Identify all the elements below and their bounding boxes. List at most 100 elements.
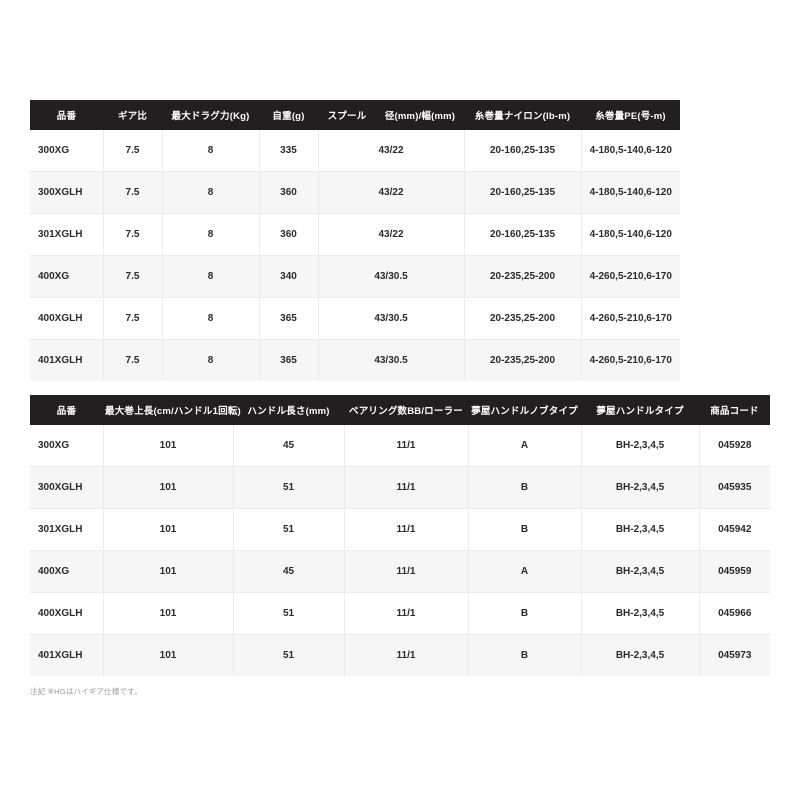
- cell-bearing-count: 11/1: [344, 592, 469, 635]
- column-header-bearing-count: ベアリング数BB/ローラー: [344, 395, 468, 425]
- cell-bearing-count: 11/1: [344, 508, 469, 551]
- cell-weight: 365: [259, 339, 319, 381]
- cell-bearing-count: 11/1: [344, 550, 469, 593]
- cell-product-code: 045942: [699, 508, 770, 551]
- cell-weight: 360: [259, 171, 319, 214]
- cell-max-drag: 8: [162, 297, 260, 340]
- reel-specification-table-secondary: 品番 最大巻上長(cm/ハンドル1回転) ハンドル長さ(mm) ベアリング数BB…: [30, 395, 770, 676]
- footnote-text: 注記 ※HGはハイギア仕様です。: [30, 687, 142, 696]
- table-two-header-row: 品番 最大巻上長(cm/ハンドル1回転) ハンドル長さ(mm) ベアリング数BB…: [30, 395, 770, 425]
- cell-max-drag: 8: [162, 213, 260, 256]
- cell-gear-ratio: 7.5: [103, 297, 163, 340]
- cell-knob-type: B: [468, 592, 582, 635]
- cell-max-retrieve: 101: [103, 634, 234, 676]
- table-row: 300XG 101 45 11/1 A BH-2,3,4,5 045928: [30, 425, 770, 467]
- table-row: 300XG 7.5 8 335 43/22 20-160,25-135 4-18…: [30, 130, 680, 172]
- cell-spool-diameter-width: 43/22: [318, 213, 465, 256]
- cell-gear-ratio: 7.5: [103, 339, 163, 381]
- cell-product-code: 045928: [699, 425, 770, 467]
- cell-max-drag: 8: [162, 130, 260, 172]
- cell-spool-diameter-width: 43/22: [318, 130, 465, 172]
- cell-handle-length: 45: [233, 550, 345, 593]
- cell-knob-type: B: [468, 634, 582, 676]
- column-header-nylon-capacity: 糸巻量ナイロン(lb-m): [464, 100, 581, 130]
- cell-max-drag: 8: [162, 171, 260, 214]
- reel-specification-table-primary: 品番 ギア比 最大ドラグ力(Kg) 自重(g) スプール 径(mm)/幅(mm)…: [30, 100, 680, 381]
- column-header-spool: スプール: [318, 100, 376, 130]
- table-row: 300XGLH 7.5 8 360 43/22 20-160,25-135 4-…: [30, 171, 680, 214]
- cell-max-retrieve: 101: [103, 425, 234, 467]
- column-header-product-code: 商品コード: [699, 395, 770, 425]
- column-header-yumeya-handle-type: 夢屋ハンドルタイプ: [581, 395, 699, 425]
- cell-handle-length: 51: [233, 634, 345, 676]
- cell-handle-type: BH-2,3,4,5: [581, 508, 700, 551]
- cell-weight: 360: [259, 213, 319, 256]
- cell-knob-type: A: [468, 425, 582, 467]
- cell-model: 300XG: [30, 425, 104, 467]
- cell-pe-capacity: 4-260,5-210,6-170: [581, 297, 680, 340]
- cell-weight: 335: [259, 130, 319, 172]
- cell-knob-type: B: [468, 508, 582, 551]
- cell-handle-length: 51: [233, 508, 345, 551]
- cell-spool-diameter-width: 43/22: [318, 171, 465, 214]
- cell-handle-type: BH-2,3,4,5: [581, 466, 700, 509]
- cell-product-code: 045966: [699, 592, 770, 635]
- table-row: 301XGLH 7.5 8 360 43/22 20-160,25-135 4-…: [30, 213, 680, 256]
- cell-spool-diameter-width: 43/30.5: [318, 339, 465, 381]
- cell-nylon-capacity: 20-160,25-135: [464, 130, 582, 172]
- cell-model: 400XG: [30, 255, 104, 298]
- cell-max-retrieve: 101: [103, 592, 234, 635]
- table-row: 400XG 7.5 8 340 43/30.5 20-235,25-200 4-…: [30, 255, 680, 298]
- cell-pe-capacity: 4-180,5-140,6-120: [581, 171, 680, 214]
- table-two-body: 300XG 101 45 11/1 A BH-2,3,4,5 045928 30…: [30, 425, 770, 676]
- cell-bearing-count: 11/1: [344, 634, 469, 676]
- cell-pe-capacity: 4-260,5-210,6-170: [581, 339, 680, 381]
- cell-model: 400XG: [30, 550, 104, 593]
- column-header-max-drag: 最大ドラグ力(Kg): [162, 100, 259, 130]
- cell-nylon-capacity: 20-235,25-200: [464, 255, 582, 298]
- cell-handle-length: 51: [233, 592, 345, 635]
- cell-model: 301XGLH: [30, 508, 104, 551]
- cell-max-retrieve: 101: [103, 466, 234, 509]
- cell-weight: 340: [259, 255, 319, 298]
- table-one-header: 品番 ギア比 最大ドラグ力(Kg) 自重(g) スプール 径(mm)/幅(mm)…: [30, 100, 680, 130]
- table-row: 400XG 101 45 11/1 A BH-2,3,4,5 045959: [30, 550, 770, 593]
- table-row: 400XGLH 7.5 8 365 43/30.5 20-235,25-200 …: [30, 297, 680, 340]
- cell-bearing-count: 11/1: [344, 466, 469, 509]
- column-header-weight: 自重(g): [259, 100, 318, 130]
- cell-spool-diameter-width: 43/30.5: [318, 255, 465, 298]
- column-header-handle-length: ハンドル長さ(mm): [233, 395, 344, 425]
- cell-max-retrieve: 101: [103, 508, 234, 551]
- column-header-gear-ratio: ギア比: [103, 100, 162, 130]
- cell-knob-type: B: [468, 466, 582, 509]
- cell-nylon-capacity: 20-235,25-200: [464, 297, 582, 340]
- cell-product-code: 045935: [699, 466, 770, 509]
- table-row: 401XGLH 7.5 8 365 43/30.5 20-235,25-200 …: [30, 339, 680, 381]
- cell-model: 300XGLH: [30, 171, 104, 214]
- column-header-max-retrieve-per-crank: 最大巻上長(cm/ハンドル1回転): [103, 395, 241, 425]
- column-header-spool-diameter-width: 径(mm)/幅(mm): [376, 100, 464, 130]
- table-row: 300XGLH 101 51 11/1 B BH-2,3,4,5 045935: [30, 466, 770, 509]
- table-two-header: 品番 最大巻上長(cm/ハンドル1回転) ハンドル長さ(mm) ベアリング数BB…: [30, 395, 770, 425]
- cell-gear-ratio: 7.5: [103, 255, 163, 298]
- cell-max-retrieve: 101: [103, 550, 234, 593]
- cell-handle-type: BH-2,3,4,5: [581, 634, 700, 676]
- cell-model: 401XGLH: [30, 634, 104, 676]
- table-row: 400XGLH 101 51 11/1 B BH-2,3,4,5 045966: [30, 592, 770, 635]
- cell-model: 400XGLH: [30, 297, 104, 340]
- cell-nylon-capacity: 20-160,25-135: [464, 213, 582, 256]
- cell-weight: 365: [259, 297, 319, 340]
- cell-model: 300XG: [30, 130, 104, 172]
- cell-nylon-capacity: 20-235,25-200: [464, 339, 582, 381]
- cell-handle-type: BH-2,3,4,5: [581, 425, 700, 467]
- column-header-yumeya-knob-type: 夢屋ハンドルノブタイプ: [468, 395, 581, 425]
- cell-handle-length: 51: [233, 466, 345, 509]
- cell-pe-capacity: 4-260,5-210,6-170: [581, 255, 680, 298]
- table-row: 401XGLH 101 51 11/1 B BH-2,3,4,5 045973: [30, 634, 770, 676]
- cell-gear-ratio: 7.5: [103, 213, 163, 256]
- cell-max-drag: 8: [162, 255, 260, 298]
- cell-model: 300XGLH: [30, 466, 104, 509]
- cell-gear-ratio: 7.5: [103, 130, 163, 172]
- cell-gear-ratio: 7.5: [103, 171, 163, 214]
